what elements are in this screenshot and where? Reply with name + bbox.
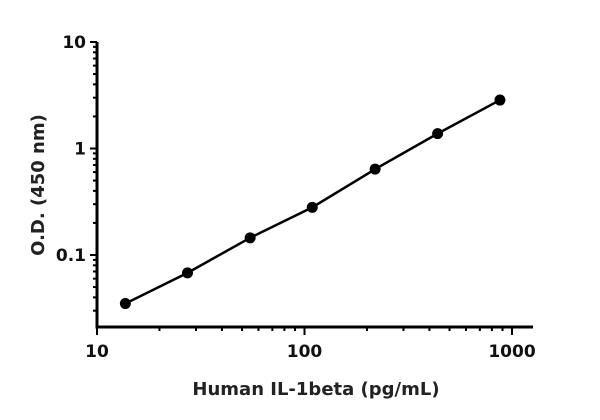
data-point [119, 298, 131, 310]
y-tick-label: 0.1 [56, 246, 86, 266]
y-tick-label: 1 [74, 140, 86, 160]
data-point [494, 94, 506, 106]
data-point [432, 128, 444, 140]
x-tick-label: 100 [287, 342, 323, 362]
data-point [244, 232, 256, 244]
y-axis-title: O.D. (450 nm) [28, 114, 49, 256]
x-axis: 10 100 1000 [85, 325, 536, 362]
x-axis-title: Human IL-1beta (pg/mL) [192, 379, 439, 400]
plot-area [119, 94, 506, 310]
x-tick-label: 1000 [488, 342, 535, 362]
fit-curve [124, 98, 501, 305]
data-point [369, 163, 381, 175]
y-tick-label: 10 [62, 33, 86, 53]
y-axis: 0.1 1 10 [56, 33, 99, 329]
data-point [306, 201, 318, 213]
x-tick-label: 10 [85, 342, 109, 362]
data-point [182, 267, 194, 279]
